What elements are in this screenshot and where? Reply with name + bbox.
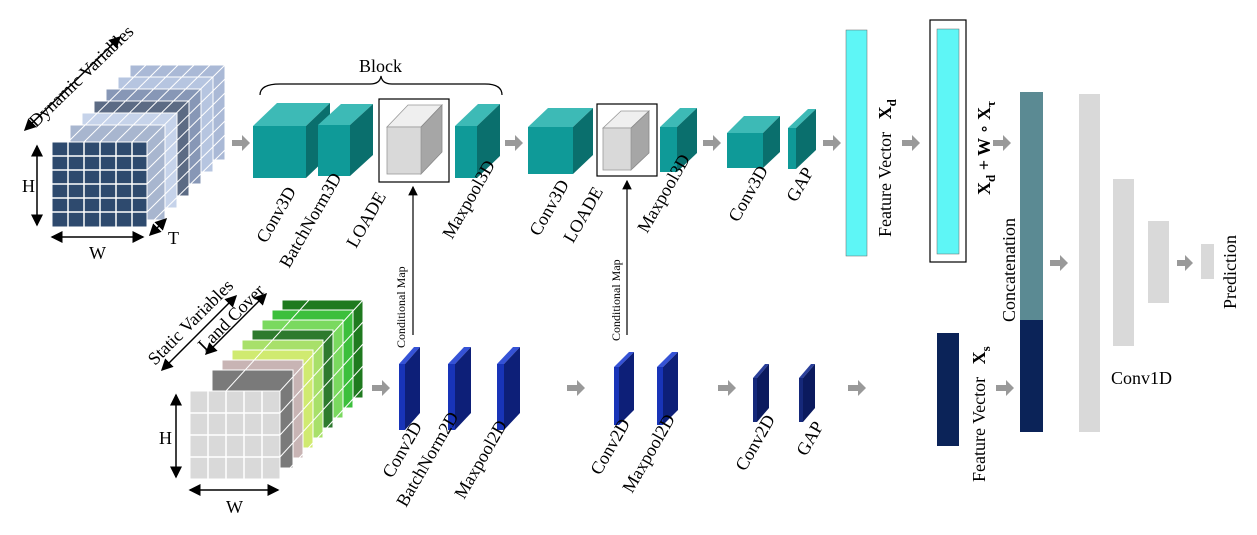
flow-arrow (703, 135, 721, 151)
static-front-grid (190, 391, 280, 479)
fused-feature-vector (936, 28, 960, 255)
flow-arrows (232, 135, 1193, 396)
flow-arrow (902, 135, 920, 151)
feature-vector-xd (845, 29, 868, 257)
flow-arrow (996, 380, 1014, 396)
flow-arrow (1050, 255, 1068, 271)
dynamic-front-grid (52, 142, 147, 227)
conv2d-block-1 (399, 347, 420, 430)
conv1d-layer-1 (1079, 94, 1100, 432)
concatenation-top (1020, 92, 1043, 320)
flow-arrow (567, 380, 585, 396)
fused-formula-label: Xd + W ∘ Xτ (974, 101, 998, 195)
batchnorm3d-label-1: BatchNorm3D (275, 169, 345, 271)
xs-subscript: s (978, 346, 993, 351)
block-label: Block (359, 56, 402, 76)
maxpool3d-block-2 (660, 108, 697, 172)
flow-arrow (993, 135, 1011, 151)
land-cover-arrow (204, 292, 268, 356)
conditional-map-label-1: Conditional Map (394, 266, 408, 348)
fused-xd-symbol: X (974, 182, 994, 195)
maxpool2d-block-2 (657, 352, 678, 425)
maxpool2d-label-1: Maxpool2D (450, 417, 511, 502)
xd-symbol: X (875, 106, 895, 119)
fused-xtau-subscript: τ (983, 101, 998, 107)
feature-vector-text: Feature Vector (875, 132, 895, 237)
static-w-label: W (226, 497, 243, 517)
conv3d-block-2 (528, 108, 593, 174)
fused-xtau-symbol: X (974, 107, 994, 120)
maxpool3d-block-1 (455, 104, 500, 178)
concatenation-label: Concatenation (999, 218, 1019, 322)
fused-xd-subscript: d (983, 174, 998, 182)
conv2d-block-3 (753, 364, 769, 422)
loade-block-2 (596, 103, 658, 177)
conv2d-block-2 (614, 352, 634, 425)
dynamic-input-cube: H W T Dynamic Variables (22, 21, 226, 263)
prediction-output (1201, 244, 1214, 279)
conv3d-block-3 (727, 116, 780, 168)
flow-arrow (372, 380, 390, 396)
loade-label-1: LOADE (342, 188, 390, 251)
gap-label-3d: GAP (782, 164, 817, 205)
w-label: W (89, 243, 106, 263)
conv2d-label-2: Conv2D (586, 415, 634, 478)
batchnorm2d-block-1 (448, 347, 471, 430)
loade-block-1 (378, 98, 450, 183)
gap-label-2d: GAP (792, 418, 827, 459)
concatenation-bottom (1020, 320, 1043, 432)
conditional-map-label-2: Conditional Map (609, 259, 623, 341)
conv1d-layer-3 (1148, 221, 1169, 303)
xd-subscript: d (884, 98, 899, 106)
feature-vector-xs (937, 333, 959, 446)
static-h-label: H (159, 428, 172, 448)
feature-vector-xd-label: Feature Vector Xd (875, 98, 899, 237)
xs-symbol: X (969, 351, 989, 364)
flow-arrow (505, 135, 523, 151)
feature-vector-text-s: Feature Vector (969, 377, 989, 482)
flow-arrow (823, 135, 841, 151)
flow-arrow (718, 380, 736, 396)
static-input-cube: H W Static Variables Land Cover (144, 275, 364, 517)
fused-circ: ∘ (974, 120, 994, 138)
maxpool2d-block-1 (497, 347, 520, 430)
conv3d-label-3: Conv3D (724, 162, 772, 225)
flow-arrow (1177, 255, 1193, 271)
gap-block-2d (799, 364, 815, 422)
fused-plus-w: + W (974, 138, 994, 175)
t-dimension-arrow (148, 217, 168, 237)
feature-vector-xs-label: Feature Vector Xs (969, 346, 993, 482)
dynamic-variables-arrow (23, 35, 122, 132)
block-brace: Block (259, 56, 503, 96)
conv1d-label: Conv1D (1111, 368, 1172, 388)
flow-arrow (232, 135, 250, 151)
prediction-label: Prediction (1220, 235, 1240, 309)
flow-arrow (848, 380, 866, 396)
conv1d-layer-2 (1113, 179, 1134, 346)
h-label: H (22, 176, 35, 196)
gap-block-3d (788, 109, 816, 169)
t-label: T (168, 228, 179, 248)
batchnorm3d-block-1 (318, 104, 373, 176)
